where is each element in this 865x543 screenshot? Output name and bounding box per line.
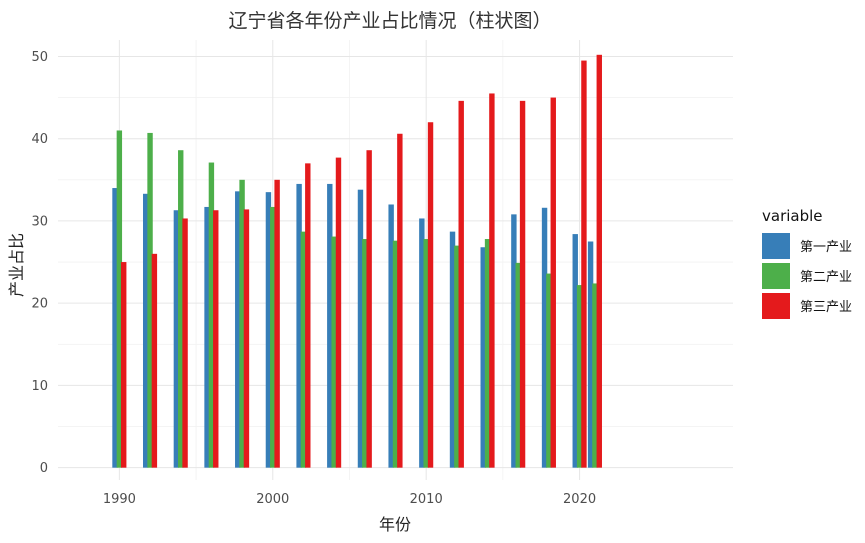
legend-swatch <box>762 263 790 289</box>
bar-3-1994 <box>182 218 188 468</box>
bar-3-2021 <box>596 54 602 468</box>
bar-1-2021 <box>587 241 594 468</box>
bar-2-2000 <box>270 206 276 468</box>
bar-3-1990 <box>121 262 127 468</box>
bar-1-2020 <box>572 234 578 468</box>
bar-1-2016 <box>511 214 517 468</box>
y-tick-label: 30 <box>31 214 48 229</box>
bar-3-2010 <box>427 122 434 468</box>
x-axis: 1990 2000 2010 2020 <box>103 492 596 507</box>
bar-1-2018 <box>541 207 548 468</box>
x-tick-label: 2000 <box>256 492 289 507</box>
bar-1-1990 <box>112 188 118 468</box>
y-tick-label: 40 <box>31 132 48 147</box>
bar-2-1992 <box>147 132 153 468</box>
x-tick-label: 1990 <box>103 492 136 507</box>
bar-2-2016 <box>515 262 521 468</box>
bar-3-2004 <box>335 157 342 468</box>
bar-2-2014 <box>484 239 491 468</box>
bar-3-2008 <box>397 133 403 468</box>
bar-3-2000 <box>274 179 280 468</box>
bar-1-2002 <box>296 183 302 468</box>
bar-1-1992 <box>143 193 149 468</box>
bar-2-2004 <box>331 236 337 468</box>
bar-2-2021 <box>592 283 598 468</box>
bar-2-2006 <box>362 239 368 468</box>
bar-3-2018 <box>550 97 556 468</box>
bars <box>112 54 602 468</box>
bar-2-1998 <box>239 179 245 468</box>
bar-1-1996 <box>204 206 210 468</box>
legend-swatch <box>762 233 790 259</box>
y-tick-label: 0 <box>40 461 48 476</box>
bar-3-2012 <box>458 100 464 468</box>
bar-1-2014 <box>480 247 486 468</box>
bar-1-2004 <box>327 183 333 468</box>
y-tick-label: 10 <box>31 379 48 394</box>
bar-2-2020 <box>576 285 583 468</box>
bar-3-2006 <box>366 150 372 468</box>
y-tick-label: 50 <box>31 50 48 65</box>
bar-3-2002 <box>305 163 311 468</box>
y-axis-label: 产业占比 <box>7 233 26 297</box>
x-tick-label: 2010 <box>410 492 443 507</box>
bar-2-2008 <box>392 240 399 468</box>
legend-title: variable <box>762 207 823 225</box>
bar-2-1990 <box>116 130 123 468</box>
x-tick-label: 2020 <box>563 492 596 507</box>
x-axis-label: 年份 <box>379 515 411 534</box>
y-tick-label: 20 <box>31 297 48 312</box>
chart-title: 辽宁省各年份产业占比情况（柱状图） <box>228 10 551 32</box>
legend-label: 第二产业 <box>800 270 852 285</box>
bar-3-2014 <box>489 93 495 468</box>
y-axis: 0 10 20 30 40 50 <box>31 50 48 476</box>
bar-2-2018 <box>546 273 552 468</box>
bar-1-1994 <box>173 210 180 468</box>
bar-1-2012 <box>449 231 456 468</box>
legend-label: 第三产业 <box>800 300 852 315</box>
bar-2-2002 <box>300 231 307 468</box>
bar-3-1996 <box>213 210 219 468</box>
bar-1-2010 <box>419 218 425 468</box>
bar-1-2006 <box>357 189 364 468</box>
bar-3-1992 <box>151 253 158 468</box>
bar-3-2016 <box>519 100 526 468</box>
legend-swatch <box>762 293 790 319</box>
bar-1-2000 <box>265 192 272 468</box>
bar-3-2020 <box>581 60 587 468</box>
bar-3-1998 <box>243 209 250 468</box>
bar-1-1998 <box>235 191 241 468</box>
legend-label: 第一产业 <box>800 240 852 255</box>
bar-2-2012 <box>454 245 460 468</box>
bar-1-2008 <box>388 204 394 468</box>
bar-2-1996 <box>208 162 215 468</box>
bar-2-2010 <box>423 239 429 468</box>
bar-2-1994 <box>178 150 184 468</box>
